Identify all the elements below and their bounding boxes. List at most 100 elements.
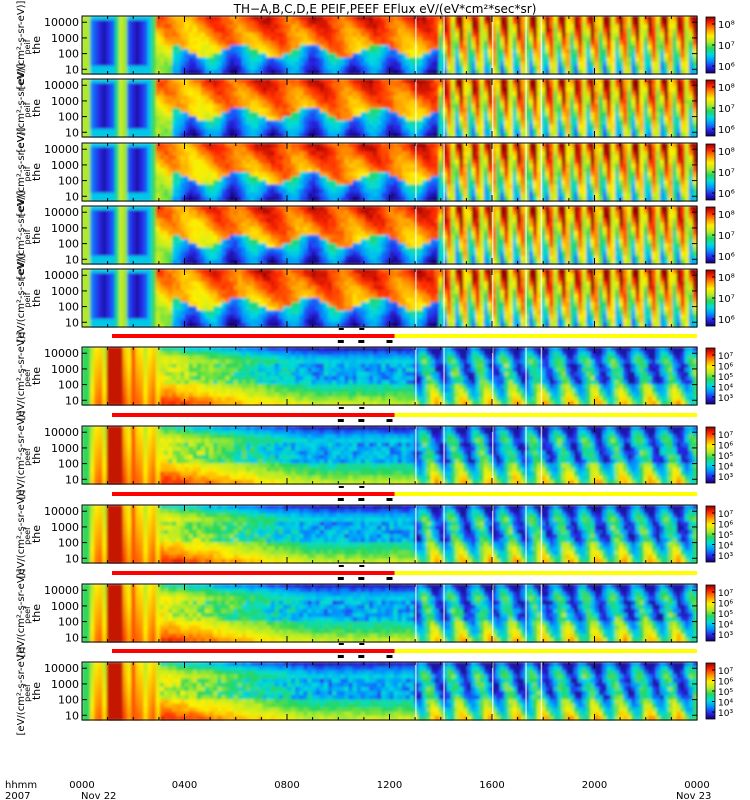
data-gap bbox=[540, 269, 543, 327]
data-gap bbox=[525, 505, 527, 563]
time-axis-corner-label-1: hhmm bbox=[5, 780, 37, 791]
data-gap bbox=[415, 206, 417, 264]
colorbar-tick-label: 10⁶ bbox=[718, 363, 733, 373]
y-axis-label: the bbox=[30, 604, 43, 622]
y-axis-units: [eV/(cm²-s-sr-eV)] bbox=[16, 646, 27, 735]
y-tick-label: 1000 bbox=[51, 600, 79, 613]
spectrogram-cells bbox=[82, 347, 698, 406]
y-tick-label: 1000 bbox=[51, 159, 79, 172]
quality-bar-good bbox=[394, 571, 697, 575]
time-tick-label: 1200 bbox=[377, 780, 402, 791]
quality-flag-mark bbox=[338, 643, 344, 645]
y-axis-label: the bbox=[30, 289, 43, 307]
data-gap bbox=[492, 662, 494, 720]
quality-flag-mark bbox=[386, 655, 393, 658]
spectrogram-cells bbox=[82, 143, 698, 202]
y-axis-units: [eV/(cm²-s-sr-eV)] bbox=[16, 331, 27, 420]
data-gap bbox=[525, 662, 527, 720]
colorbar-tick-label: 10⁸ bbox=[718, 273, 735, 284]
y-axis-units: [eV/(cm²-s-sr-eV)] bbox=[16, 0, 27, 89]
data-gap bbox=[492, 269, 494, 327]
colorbar-tick-label: 10³ bbox=[718, 631, 733, 641]
quality-bar-good bbox=[394, 649, 697, 653]
quality-flag-mark bbox=[359, 565, 365, 567]
y-tick-label: 10 bbox=[65, 631, 79, 644]
quality-flag-mark bbox=[358, 655, 365, 658]
data-gap bbox=[525, 16, 527, 74]
colorbar-tick-label: 10³ bbox=[718, 394, 733, 404]
colorbar-tick-label: 10⁴ bbox=[718, 384, 733, 394]
y-tick-label: 10 bbox=[65, 552, 79, 565]
colorbar-tick-label: 10⁶ bbox=[718, 315, 735, 326]
data-gap bbox=[443, 426, 445, 484]
colorbar-tick-label: 10⁷ bbox=[718, 431, 733, 441]
quality-flag-mark bbox=[338, 565, 344, 567]
colorbar-tick-label: 10⁴ bbox=[718, 463, 733, 473]
colorbar-tick-label: 10³ bbox=[718, 552, 733, 562]
data-gap bbox=[492, 426, 494, 484]
quality-bar-bad bbox=[112, 334, 395, 338]
colorbar-tick-label: 10⁸ bbox=[718, 20, 735, 31]
colorbar-tick-label: 10⁷ bbox=[718, 352, 733, 362]
data-gap bbox=[415, 16, 417, 74]
data-gap bbox=[525, 206, 527, 264]
quality-flag-mark bbox=[337, 655, 344, 658]
colorbar-tick-label: 10⁶ bbox=[718, 442, 733, 452]
y-tick-label: 10000 bbox=[44, 662, 79, 675]
colorbar-tick-label: 10⁵ bbox=[718, 610, 733, 620]
quality-flag-mark bbox=[358, 577, 365, 580]
colorbar-tick-label: 10³ bbox=[718, 709, 733, 719]
colorbar-tick-label: 10⁸ bbox=[718, 147, 735, 158]
quality-flag-mark bbox=[358, 419, 365, 422]
spectrogram-cells bbox=[82, 269, 698, 328]
spectrogram-cells bbox=[82, 505, 698, 564]
colorbar-tick-label: 10⁷ bbox=[718, 667, 733, 677]
quality-bar-good bbox=[394, 492, 697, 496]
data-gap bbox=[415, 347, 417, 405]
colorbar-tick-label: 10⁵ bbox=[718, 531, 733, 541]
colorbar-tick-label: 10⁶ bbox=[718, 252, 735, 263]
data-gap bbox=[415, 505, 417, 563]
y-tick-label: 1000 bbox=[51, 678, 79, 691]
data-gap bbox=[540, 143, 543, 201]
figure-title: TH−A,B,C,D,E PEIF,PEEF EFlux eV/(eV*cm²*… bbox=[233, 2, 537, 16]
y-axis-label: the bbox=[30, 226, 43, 244]
data-gap bbox=[443, 584, 445, 642]
y-tick-label: 10000 bbox=[44, 79, 79, 92]
y-axis-units: [eV/(cm²-s-sr-eV)] bbox=[16, 410, 27, 499]
colorbar-tick-label: 10⁸ bbox=[718, 83, 735, 94]
data-gap bbox=[540, 79, 543, 137]
y-tick-label: 1000 bbox=[51, 521, 79, 534]
colorbar-tick-label: 10⁴ bbox=[718, 621, 733, 631]
y-tick-label: 10000 bbox=[44, 347, 79, 360]
quality-flag-mark bbox=[359, 486, 365, 488]
data-gap bbox=[525, 347, 527, 405]
time-tick-label: 0400 bbox=[172, 780, 197, 791]
quality-bar-bad bbox=[112, 413, 395, 417]
time-tick-label: 0000 bbox=[684, 780, 709, 791]
data-gap bbox=[443, 347, 445, 405]
quality-flag-mark bbox=[359, 407, 365, 409]
spectrogram-cells bbox=[82, 206, 698, 265]
spectrogram-cells bbox=[82, 584, 698, 643]
data-gap bbox=[443, 269, 445, 327]
data-gap bbox=[443, 79, 445, 137]
y-tick-label: 100 bbox=[58, 301, 79, 314]
y-tick-label: 100 bbox=[58, 537, 79, 550]
quality-flag-mark bbox=[358, 498, 365, 501]
y-tick-label: 10 bbox=[65, 473, 79, 486]
colorbar-tick-label: 10⁷ bbox=[718, 589, 733, 599]
y-axis-units: [eV/(cm²-s-sr-eV)] bbox=[16, 63, 27, 152]
y-axis-label: the bbox=[30, 446, 43, 464]
y-axis-label-sup: peef bbox=[23, 684, 32, 702]
y-tick-label: 100 bbox=[58, 238, 79, 251]
y-tick-label: 100 bbox=[58, 111, 79, 124]
quality-flag-mark bbox=[337, 419, 344, 422]
y-axis-label-sup: peif bbox=[23, 229, 32, 244]
